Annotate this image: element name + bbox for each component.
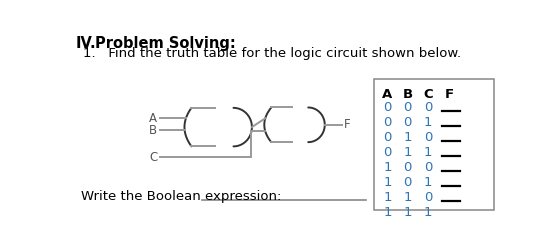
Text: 0: 0 [404, 161, 412, 174]
Text: A: A [383, 88, 392, 101]
Text: 0: 0 [404, 116, 412, 129]
Text: IV.: IV. [75, 36, 96, 51]
Text: 0: 0 [423, 161, 432, 174]
Text: 0: 0 [423, 191, 432, 204]
Text: 1: 1 [423, 146, 432, 159]
Text: C: C [149, 151, 157, 164]
Text: 1: 1 [404, 131, 412, 144]
Text: F: F [445, 88, 454, 101]
Text: 1: 1 [423, 176, 432, 189]
Text: 0: 0 [404, 176, 412, 189]
Text: B: B [402, 88, 413, 101]
Text: 0: 0 [383, 146, 392, 159]
Text: F: F [344, 118, 351, 131]
Text: 1: 1 [404, 146, 412, 159]
Text: 0: 0 [383, 131, 392, 144]
Text: 0: 0 [383, 116, 392, 129]
Text: Write the Boolean expression:: Write the Boolean expression: [81, 190, 281, 203]
Text: 1: 1 [383, 176, 392, 189]
Text: 1: 1 [404, 206, 412, 219]
Text: C: C [423, 88, 433, 101]
Text: A: A [150, 112, 157, 125]
Text: 0: 0 [423, 131, 432, 144]
Text: B: B [149, 124, 157, 137]
Text: 1: 1 [383, 191, 392, 204]
Text: 1: 1 [423, 206, 432, 219]
Text: 0: 0 [404, 101, 412, 114]
Text: 1: 1 [404, 191, 412, 204]
Text: 0: 0 [383, 101, 392, 114]
Text: 0: 0 [423, 101, 432, 114]
Text: Problem Solving:: Problem Solving: [94, 36, 235, 51]
Text: 1: 1 [383, 206, 392, 219]
Text: 1: 1 [423, 116, 432, 129]
Text: 1: 1 [383, 161, 392, 174]
FancyBboxPatch shape [374, 79, 493, 209]
Text: 1.   Find the truth table for the logic circuit shown below.: 1. Find the truth table for the logic ci… [83, 47, 461, 60]
